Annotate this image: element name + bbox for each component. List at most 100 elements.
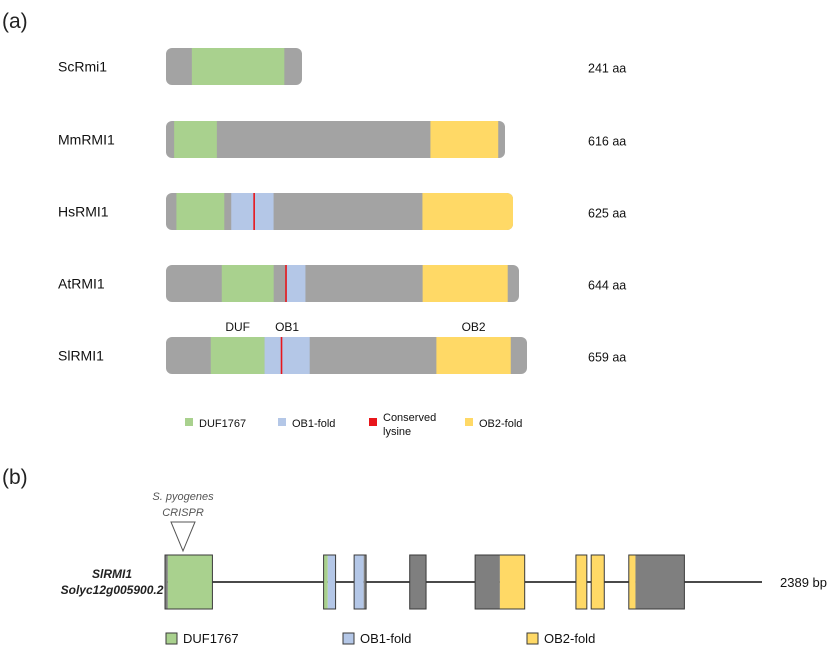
duf-domain bbox=[174, 121, 217, 158]
legend-swatch bbox=[465, 418, 473, 426]
protein-bar bbox=[166, 121, 505, 158]
exon-segment-ob1 bbox=[354, 555, 364, 609]
legend-item-ob1: OB1-fold bbox=[278, 418, 335, 430]
domain-annotation: DUF bbox=[225, 320, 250, 334]
legend-item-ob1: OB1-fold bbox=[342, 631, 411, 646]
protein-length: 625 aa bbox=[588, 207, 626, 221]
protein-bar bbox=[166, 48, 302, 85]
duf-domain bbox=[176, 193, 225, 230]
legend-item-duf: DUF1767 bbox=[185, 418, 246, 430]
crispr-label-line: S. pyogenes bbox=[152, 491, 214, 503]
crispr-target-triangle bbox=[170, 521, 196, 553]
legend-swatch bbox=[278, 418, 286, 426]
legend-item-lysine: Conserved lysine bbox=[369, 412, 436, 438]
crispr-label-line: CRISPR bbox=[162, 507, 204, 519]
legend-panel-a: DUF1767 OB1-fold Conserved lysine OB2-fold bbox=[185, 412, 522, 438]
protein-length: 644 aa bbox=[588, 279, 626, 293]
exon-outline bbox=[353, 554, 367, 610]
exon-outline bbox=[590, 554, 605, 610]
panel-b-label: (b) bbox=[2, 466, 28, 489]
exon bbox=[590, 554, 605, 610]
legend-label-line: lysine bbox=[383, 426, 411, 438]
legend-swatch bbox=[526, 632, 539, 645]
exon-segment-exon bbox=[409, 555, 427, 609]
ob2-domain bbox=[430, 121, 499, 158]
protein-name: MmRMI1 bbox=[58, 132, 115, 148]
legend-swatch bbox=[342, 632, 355, 645]
protein-name: SlRMI1 bbox=[58, 348, 104, 364]
legend-item-ob2: OB2-fold bbox=[465, 418, 522, 430]
exon bbox=[323, 554, 337, 610]
exon bbox=[474, 554, 526, 610]
exon-segment-ob2 bbox=[591, 555, 605, 609]
exon-outline bbox=[164, 554, 213, 610]
protein-AtRMI1: AtRMI1 644 aa bbox=[58, 265, 626, 302]
legend-label-line: Conserved bbox=[383, 412, 436, 424]
protein-length: 616 aa bbox=[588, 135, 626, 149]
gene-structure: SlRMI1 Solyc12g005900.2 2389 bp S. pyogenes… bbox=[61, 491, 827, 610]
exon bbox=[575, 554, 588, 610]
protein-bar bbox=[166, 337, 527, 374]
exon-outline bbox=[409, 554, 427, 610]
protein-name: HsRMI1 bbox=[58, 204, 109, 220]
exon-segment-duf bbox=[323, 555, 328, 609]
legend-swatch bbox=[165, 632, 178, 645]
legend-label: OB1-fold bbox=[292, 418, 335, 430]
exon-segment-exon bbox=[475, 555, 500, 609]
exon-segment-exon bbox=[363, 555, 367, 609]
gene-length: 2389 bp bbox=[780, 575, 827, 590]
exon-outline bbox=[474, 554, 526, 610]
protein-length: 241 aa bbox=[588, 62, 626, 76]
domain-annotation: OB1 bbox=[275, 320, 299, 334]
exon bbox=[409, 554, 427, 610]
protein-bar bbox=[166, 193, 513, 230]
ob2-domain bbox=[422, 265, 508, 302]
ob1-domain bbox=[231, 193, 274, 230]
protein-name: AtRMI1 bbox=[58, 276, 105, 292]
duf-domain bbox=[210, 337, 265, 374]
legend-swatch bbox=[185, 418, 193, 426]
ob2-domain bbox=[436, 337, 511, 374]
panel-a-label: (a) bbox=[2, 10, 28, 33]
protein-HsRMI1: HsRMI1 625 aa bbox=[58, 193, 626, 230]
protein-name: ScRmi1 bbox=[58, 59, 107, 75]
exon bbox=[353, 554, 367, 610]
conserved-lysine-mark bbox=[253, 193, 255, 230]
exon bbox=[628, 554, 685, 610]
ob2-domain bbox=[422, 193, 513, 230]
conserved-lysine-mark bbox=[280, 337, 283, 374]
domain-annotation: OB2 bbox=[462, 320, 486, 334]
exon-segment-ob2 bbox=[575, 555, 587, 609]
protein-list: ScRmi1 241 aa MmRMI1 616 aa HsRMI1 625 aa AtRM… bbox=[58, 48, 626, 374]
ob1-domain bbox=[264, 337, 310, 374]
duf-domain bbox=[221, 265, 274, 302]
legend-label: DUF1767 bbox=[183, 631, 239, 646]
exon-outline bbox=[575, 554, 588, 610]
legend-label: DUF1767 bbox=[199, 418, 246, 430]
legend-label: OB2-fold bbox=[544, 631, 595, 646]
protein-MmRMI1: MmRMI1 616 aa bbox=[58, 121, 626, 158]
exon-segment-ob2 bbox=[628, 555, 636, 609]
exon-segment-ob1 bbox=[327, 555, 336, 609]
protein-length: 659 aa bbox=[588, 351, 626, 365]
conserved-lysine-mark bbox=[285, 265, 287, 302]
legend-panel-b: DUF1767 OB1-fold OB2-fold bbox=[165, 631, 595, 646]
exon-outline bbox=[323, 554, 337, 610]
legend-label: OB2-fold bbox=[479, 418, 522, 430]
protein-SlRMI1: SlRMI1 659 aa DUF OB1 OB2 bbox=[58, 320, 626, 374]
legend-label: OB1-fold bbox=[360, 631, 411, 646]
legend-item-duf: DUF1767 bbox=[165, 631, 239, 646]
duf-domain bbox=[191, 48, 285, 85]
exon-segment-ob2 bbox=[499, 555, 525, 609]
legend-swatch bbox=[369, 418, 377, 426]
ob1-domain bbox=[286, 265, 306, 302]
gene-id: Solyc12g005900.2 bbox=[61, 583, 164, 597]
gene-name: SlRMI1 bbox=[92, 567, 132, 581]
legend-item-ob2: OB2-fold bbox=[526, 631, 595, 646]
protein-ScRmi1: ScRmi1 241 aa bbox=[58, 48, 626, 85]
exon-outline bbox=[628, 554, 685, 610]
protein-bar bbox=[166, 265, 519, 302]
exon-segment-duf bbox=[167, 555, 213, 609]
exon bbox=[164, 554, 213, 610]
